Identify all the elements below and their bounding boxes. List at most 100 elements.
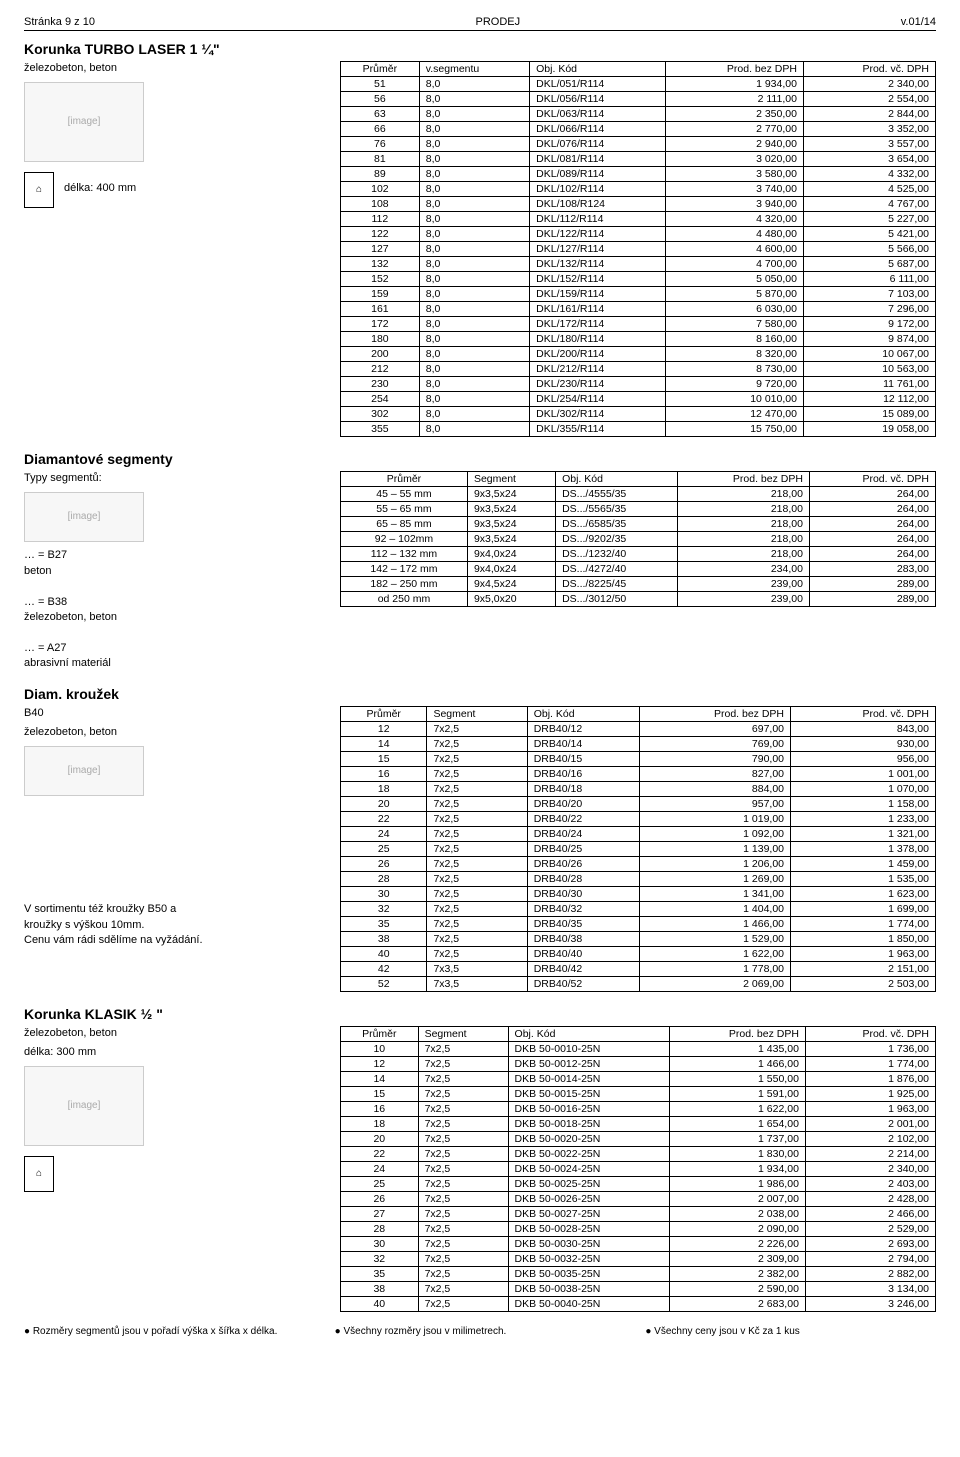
table-cell: 10 067,00 <box>803 347 935 362</box>
table-cell: 19 058,00 <box>803 422 935 437</box>
table-cell: 2 069,00 <box>639 976 790 991</box>
table-cell: 9 720,00 <box>666 377 804 392</box>
table-cell: 8,0 <box>419 152 529 167</box>
ring-note1: V sortimentu též kroužky B50 a <box>24 902 324 917</box>
footer-right: ● Všechny ceny jsou v Kč za 1 kus <box>645 1326 936 1337</box>
table-cell: DKL/063/R114 <box>530 107 666 122</box>
table-cell: 1 459,00 <box>791 856 936 871</box>
table-cell: 7x2,5 <box>427 946 527 961</box>
table-cell: 264,00 <box>809 547 935 562</box>
table-cell: 112 <box>341 212 420 227</box>
table-cell: 8,0 <box>419 332 529 347</box>
table-cell: DKB 50-0022-25N <box>508 1146 670 1161</box>
table-cell: 127 <box>341 242 420 257</box>
table-cell: 26 <box>341 1191 419 1206</box>
table-cell: 20 <box>341 796 427 811</box>
segments-types-label: Typy segmentů: <box>24 471 324 486</box>
table-cell: 4 767,00 <box>803 197 935 212</box>
table-cell: 2 693,00 <box>805 1236 935 1251</box>
table-row: 518,0DKL/051/R1141 934,002 340,00 <box>341 77 936 92</box>
table-cell: 7x2,5 <box>427 901 527 916</box>
turbo-subtitle: železobeton, beton <box>24 61 324 76</box>
table-cell: 159 <box>341 287 420 302</box>
table-cell: 2 102,00 <box>805 1131 935 1146</box>
table-row: 2308,0DKL/230/R1149 720,0011 761,00 <box>341 377 936 392</box>
table-cell: 10 563,00 <box>803 362 935 377</box>
table-cell: 18 <box>341 1116 419 1131</box>
table-cell: 2 214,00 <box>805 1146 935 1161</box>
table-cell: 7 296,00 <box>803 302 935 317</box>
header-center: PRODEJ <box>476 16 521 28</box>
table-cell: 8,0 <box>419 107 529 122</box>
table-cell: DKB 50-0032-25N <box>508 1251 670 1266</box>
klasik-section: železobeton, beton délka: 300 mm [image]… <box>24 1026 936 1312</box>
table-cell: 22 <box>341 811 427 826</box>
table-cell: DS.../3012/50 <box>556 592 678 607</box>
table-cell: 2 038,00 <box>670 1206 806 1221</box>
table-cell: 51 <box>341 77 420 92</box>
column-header: Průměr <box>341 1026 419 1041</box>
table-cell: 1 158,00 <box>791 796 936 811</box>
table-cell: DS.../9202/35 <box>556 532 678 547</box>
table-row: 387x2,5DRB40/381 529,001 850,00 <box>341 931 936 946</box>
table-cell: 112 – 132 mm <box>341 547 468 562</box>
table-cell: DKL/161/R114 <box>530 302 666 317</box>
table-cell: 76 <box>341 137 420 152</box>
table-cell: DRB40/40 <box>527 946 639 961</box>
table-row: 157x2,5DKB 50-0015-25N1 591,001 925,00 <box>341 1086 936 1101</box>
segments-table: PrůměrSegmentObj. KódProd. bez DPHProd. … <box>340 471 936 607</box>
table-cell: 8,0 <box>419 227 529 242</box>
table-cell: 7x2,5 <box>427 766 527 781</box>
table-cell: 45 – 55 mm <box>341 487 468 502</box>
table-cell: DKL/230/R114 <box>530 377 666 392</box>
table-row: 387x2,5DKB 50-0038-25N2 590,003 134,00 <box>341 1281 936 1296</box>
table-cell: 6 030,00 <box>666 302 804 317</box>
table-cell: 1 378,00 <box>791 841 936 856</box>
table-cell: 2 350,00 <box>666 107 804 122</box>
table-cell: 2 428,00 <box>805 1191 935 1206</box>
segments-title: Diamantové segmenty <box>24 451 936 467</box>
table-cell: DRB40/26 <box>527 856 639 871</box>
table-cell: DKB 50-0020-25N <box>508 1131 670 1146</box>
table-cell: 2 090,00 <box>670 1221 806 1236</box>
column-header: Prod. bez DPH <box>678 472 810 487</box>
table-cell: 930,00 <box>791 736 936 751</box>
table-cell: 1 736,00 <box>805 1041 935 1056</box>
table-cell: 8,0 <box>419 407 529 422</box>
table-cell: 218,00 <box>678 517 810 532</box>
table-cell: 1 341,00 <box>639 886 790 901</box>
table-cell: 35 <box>341 916 427 931</box>
table-cell: 9x5,0x20 <box>467 592 555 607</box>
table-cell: DRB40/24 <box>527 826 639 841</box>
table-cell: 8 320,00 <box>666 347 804 362</box>
table-row: 568,0DKL/056/R1142 111,002 554,00 <box>341 92 936 107</box>
table-cell: DKB 50-0040-25N <box>508 1296 670 1311</box>
table-cell: 6 111,00 <box>803 272 935 287</box>
table-cell: 18 <box>341 781 427 796</box>
table-cell: DRB40/52 <box>527 976 639 991</box>
table-cell: 7x2,5 <box>418 1266 508 1281</box>
table-cell: 234,00 <box>678 562 810 577</box>
table-cell: 7x2,5 <box>418 1146 508 1161</box>
table-cell: 20 <box>341 1131 419 1146</box>
table-row: 407x2,5DKB 50-0040-25N2 683,003 246,00 <box>341 1296 936 1311</box>
table-cell: 108 <box>341 197 420 212</box>
table-row: 307x2,5DRB40/301 341,001 623,00 <box>341 886 936 901</box>
table-cell: 7x2,5 <box>418 1206 508 1221</box>
column-header: Obj. Kód <box>508 1026 670 1041</box>
table-cell: DKB 50-0024-25N <box>508 1161 670 1176</box>
table-cell: 7x2,5 <box>427 736 527 751</box>
table-cell: 22 <box>341 1146 419 1161</box>
table-cell: DKL/180/R114 <box>530 332 666 347</box>
table-cell: 212 <box>341 362 420 377</box>
table-cell: 1 986,00 <box>670 1176 806 1191</box>
table-row: 1228,0DKL/122/R1144 480,005 421,00 <box>341 227 936 242</box>
table-cell: 1 699,00 <box>791 901 936 916</box>
table-cell: DKB 50-0015-25N <box>508 1086 670 1101</box>
table-row: 257x2,5DKB 50-0025-25N1 986,002 403,00 <box>341 1176 936 1191</box>
table-row: 2008,0DKL/200/R1148 320,0010 067,00 <box>341 347 936 362</box>
table-cell: DKL/102/R114 <box>530 182 666 197</box>
table-cell: 289,00 <box>809 592 935 607</box>
table-row: 818,0DKL/081/R1143 020,003 654,00 <box>341 152 936 167</box>
table-cell: DS.../6585/35 <box>556 517 678 532</box>
